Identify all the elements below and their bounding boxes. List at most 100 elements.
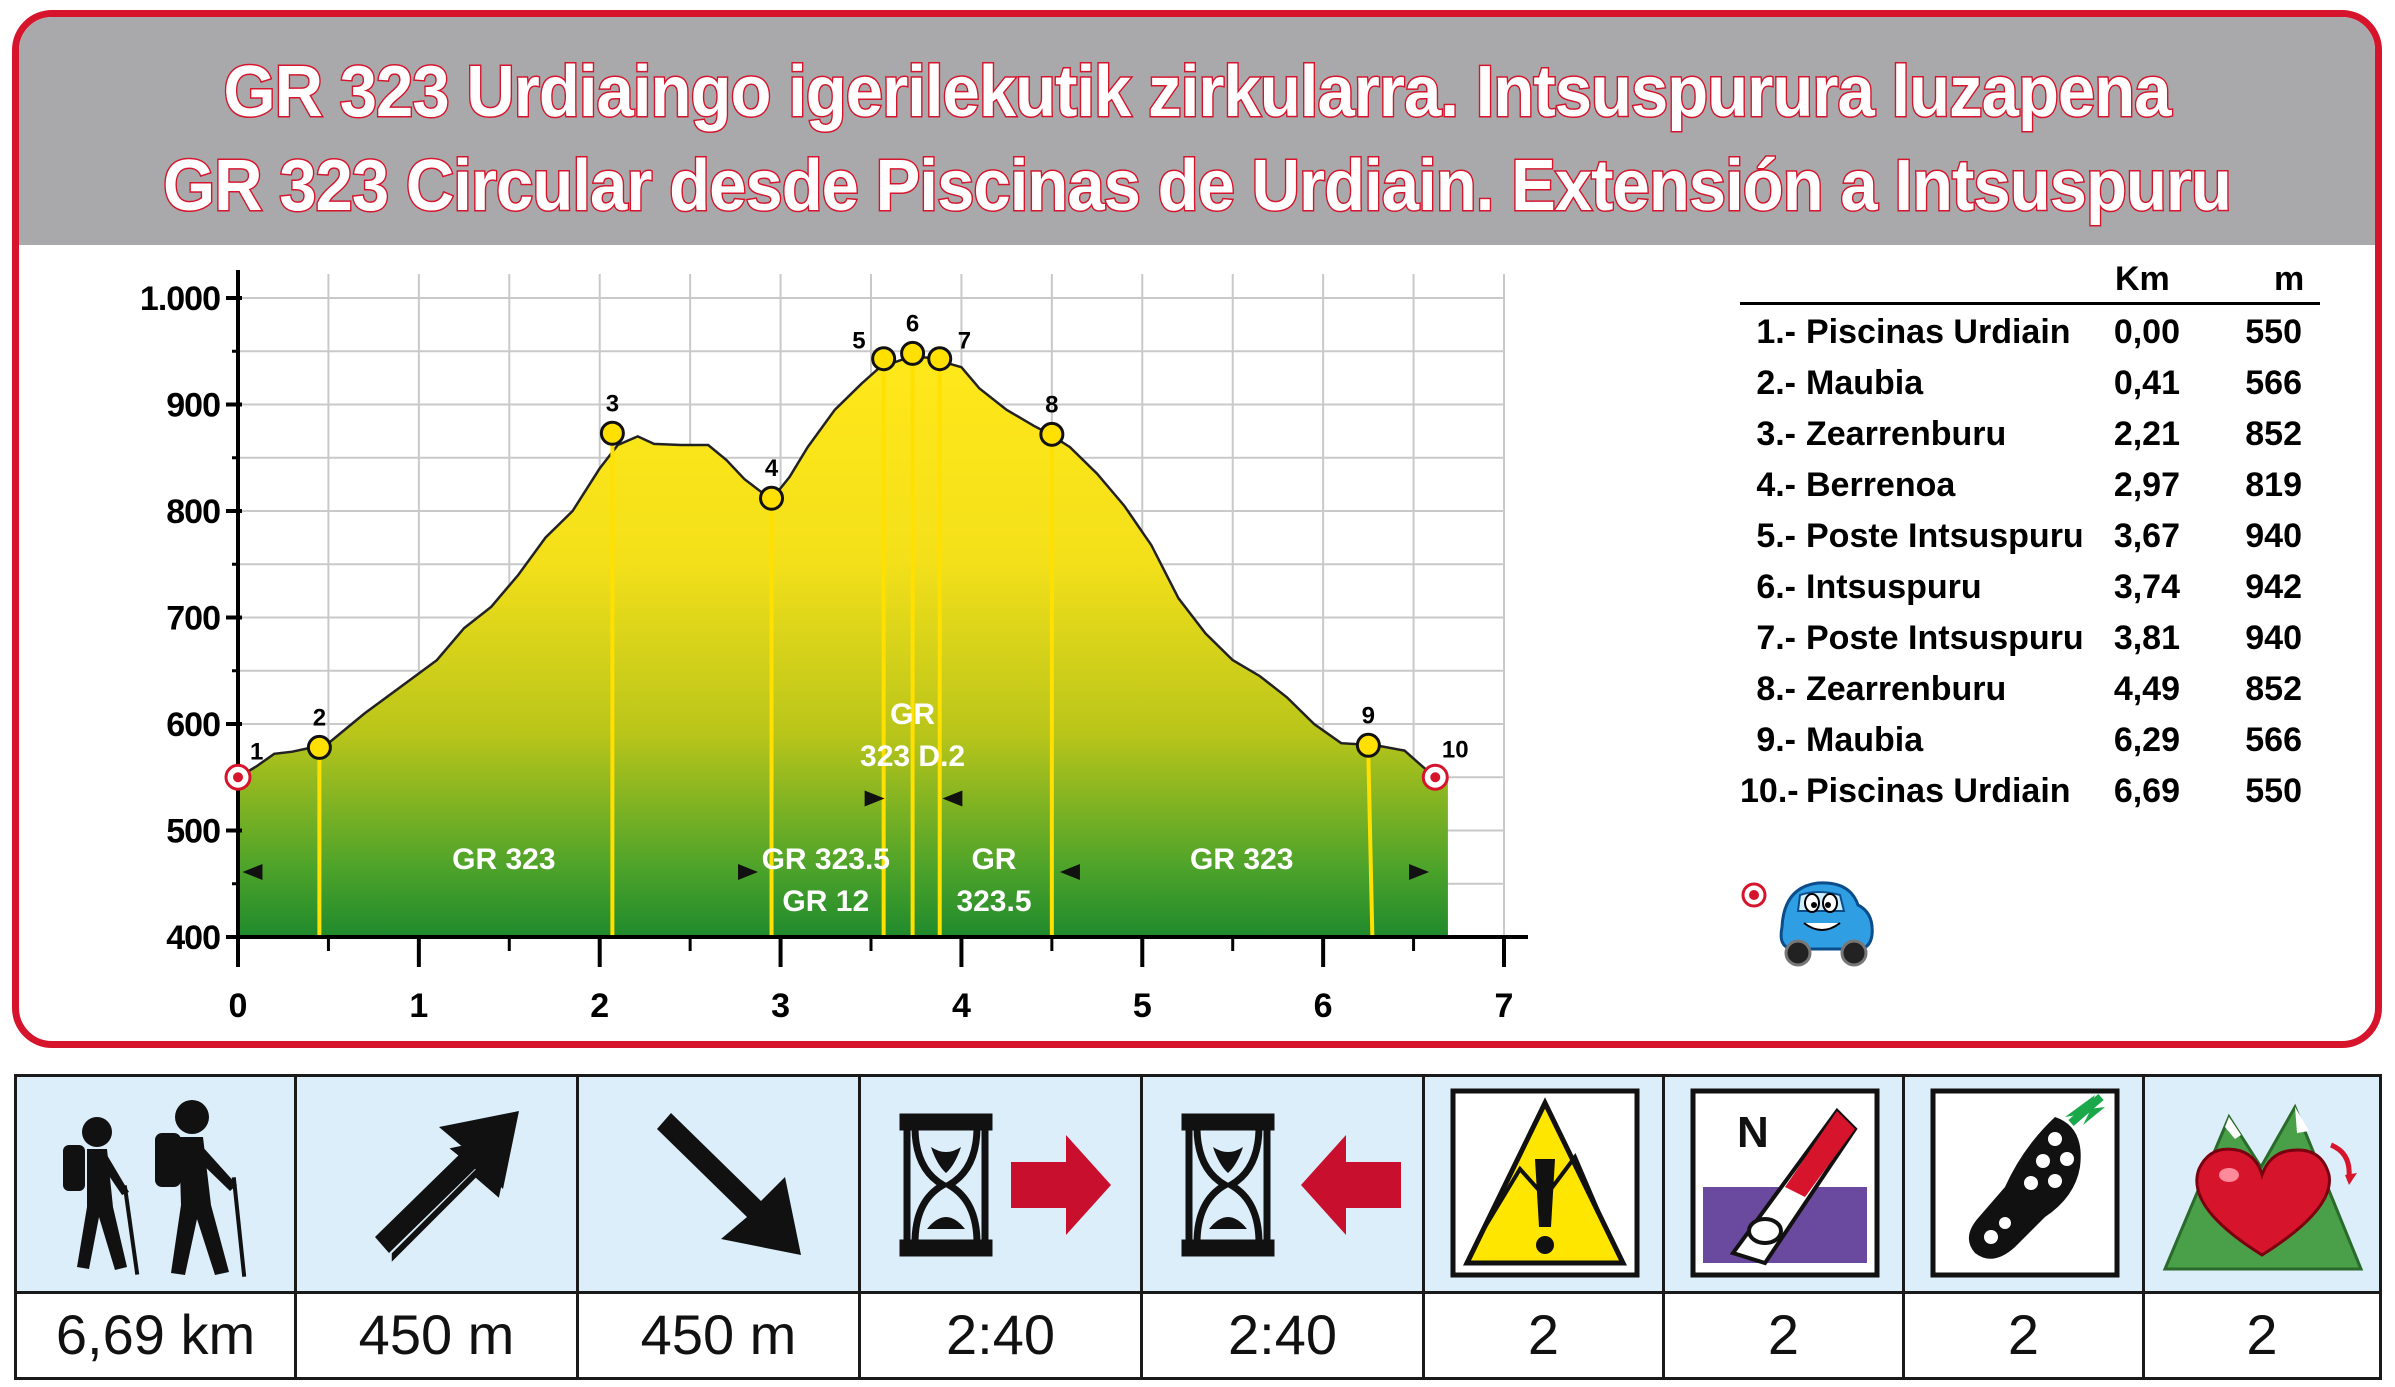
x-tick-label: 1 <box>409 987 428 1025</box>
waypoint-marker <box>900 340 926 366</box>
waypoint-elevation: 550 <box>2245 772 2302 810</box>
stat-danger-value: 2 <box>1527 1303 1560 1366</box>
waypoint-name: Poste Intsuspuru <box>1806 619 2084 657</box>
waypoint-elevation: 566 <box>2245 364 2302 402</box>
waypoint-row: 6.- Intsuspuru 3,74 942 <box>1740 560 2320 611</box>
waypoint-label: 2 <box>313 704 326 731</box>
stat-terrain-value: 2 <box>2007 1303 2040 1366</box>
waypoint-row: 7.- Poste Intsuspuru 3,81 940 <box>1740 611 2320 662</box>
waypoint-table: Km m 1.- Piscinas Urdiain 0,00 550 2.- Maubia… <box>1740 258 2320 815</box>
waypoint-name: Zearrenburu <box>1806 670 2007 708</box>
waypoint-elevation: 942 <box>2245 568 2302 606</box>
stat-orientation: N 2 <box>1665 1077 1905 1377</box>
stat-distance: 6,69 km <box>17 1077 297 1377</box>
waypoint-elevation: 852 <box>2245 670 2302 708</box>
section-arrow <box>864 790 885 807</box>
stat-difficulty-danger: 2 <box>1425 1077 1665 1377</box>
elevation-profile-chart: 0 1 2 3 4 5 6 7 400 500 600 700 800 900 1.000 1 2 3 4 5 6 7 8… <box>140 270 1528 1025</box>
title-basque: GR 323 Urdiaingo igerilekutik zirkularra… <box>222 51 2173 134</box>
waypoint-name: Berrenoa <box>1806 466 1956 504</box>
route-segment-label: GR 323 <box>1190 843 1293 876</box>
waypoint-number: 8.- <box>1756 670 1796 708</box>
waypoint-marker <box>927 346 953 372</box>
route-segment-label: GR 323.5 <box>956 843 1031 918</box>
waypoint-elevation: 940 <box>2245 619 2302 657</box>
waypoint-marker <box>1355 732 1381 758</box>
elevation-line <box>237 355 1448 779</box>
stat-time-forward-value: 2:40 <box>946 1303 1055 1366</box>
waypoint-label: 1 <box>250 738 263 765</box>
waypoint-km: 3,67 <box>2113 517 2180 555</box>
x-tick-label: 3 <box>771 987 790 1025</box>
hourglass-forward-icon <box>899 1113 1111 1257</box>
heart-mountain-icon <box>2162 1103 2364 1271</box>
waypoint-number: 2.- <box>1756 364 1796 402</box>
route-segment-label: GR 323 D.2 <box>860 698 965 773</box>
stat-time-return: 2:40 <box>1143 1077 1425 1377</box>
stat-distance-value: 6,69 km <box>55 1303 256 1366</box>
waypoint-elevation: 566 <box>2245 721 2302 759</box>
waypoint-km: 0,41 <box>2113 364 2180 402</box>
waypoint-number: 7.- <box>1756 619 1796 657</box>
waypoint-label: 7 <box>958 328 971 355</box>
section-arrow <box>1059 864 1080 881</box>
waypoint-name: Piscinas Urdiain <box>1806 313 2071 351</box>
y-tick-label: 400 <box>166 919 220 957</box>
x-tick-label: 6 <box>1314 987 1333 1025</box>
compass-icon: N <box>1690 1088 1880 1278</box>
waypoint-number: 5.- <box>1756 517 1796 555</box>
waypoint-number: 4.- <box>1756 466 1796 504</box>
waypoint-guide-line <box>1366 755 1375 938</box>
waypoint-row: 10.- Piscinas Urdiain 6,69 550 <box>1740 764 2320 815</box>
waypoint-number: 6.- <box>1756 568 1796 606</box>
y-tick-label: 700 <box>166 600 220 638</box>
waypoint-number: 10.- <box>1740 772 1799 810</box>
x-tick-label: 5 <box>1133 987 1152 1025</box>
start-end-legend <box>1740 865 1880 980</box>
waypoint-row: 8.- Zearrenburu 4,49 852 <box>1740 662 2320 713</box>
waypoint-marker-dot <box>233 772 243 783</box>
section-arrow <box>1408 864 1429 881</box>
svg-text:N: N <box>1737 1108 1769 1157</box>
hikers-icon <box>63 1100 247 1277</box>
waypoint-number: 9.- <box>1756 721 1796 759</box>
waypoint-elevation: 550 <box>2245 313 2302 351</box>
waypoint-elevation: 819 <box>2245 466 2302 504</box>
waypoint-marker-dot <box>1430 772 1441 783</box>
waypoint-label: 8 <box>1045 391 1058 418</box>
waypoint-elevation: 940 <box>2245 517 2302 555</box>
stat-effort-value: 2 <box>2246 1303 2278 1366</box>
waypoint-row: 2.- Maubia 0,41 566 <box>1740 356 2320 407</box>
waypoint-marker <box>306 734 332 760</box>
route-segment-label: GR 323.5 GR 12 <box>762 843 890 918</box>
stat-time-forward: 2:40 <box>861 1077 1143 1377</box>
waypoint-row: 3.- Zearrenburu 2,21 852 <box>1740 407 2320 458</box>
waypoint-km: 3,81 <box>2113 619 2180 657</box>
stat-ascent: 450 m <box>297 1077 579 1377</box>
waypoint-elevation: 852 <box>2245 415 2302 453</box>
waypoint-name: Poste Intsuspuru <box>1806 517 2084 555</box>
waypoint-name: Zearrenburu <box>1806 415 2007 453</box>
waypoint-label: 3 <box>606 390 619 417</box>
x-tick-label: 4 <box>952 987 971 1025</box>
waypoint-table-header: Km m <box>1740 258 2320 305</box>
stat-effort: 2 <box>2145 1077 2379 1377</box>
waypoint-marker <box>871 346 897 372</box>
waypoint-name: Intsuspuru <box>1806 568 1982 606</box>
waypoint-name: Maubia <box>1806 364 1924 402</box>
y-tick-label: 800 <box>166 493 220 531</box>
x-tick-label: 2 <box>590 987 609 1025</box>
stat-terrain: 2 <box>1905 1077 2145 1377</box>
route-stats-strip: 6,69 km 450 m 450 m <box>14 1074 2382 1380</box>
section-arrow <box>738 864 759 881</box>
y-tick-label: 500 <box>166 813 220 851</box>
km-header: Km <box>2115 260 2170 298</box>
waypoint-km: 2,97 <box>2113 466 2180 504</box>
y-tick-label: 900 <box>166 387 220 425</box>
descent-arrow-icon <box>657 1113 801 1255</box>
waypoint-km: 3,74 <box>2113 568 2180 606</box>
section-arrow <box>242 864 263 881</box>
car-icon <box>1741 881 1874 967</box>
x-tick-label: 7 <box>1495 987 1514 1025</box>
x-tick-label: 0 <box>229 987 248 1025</box>
